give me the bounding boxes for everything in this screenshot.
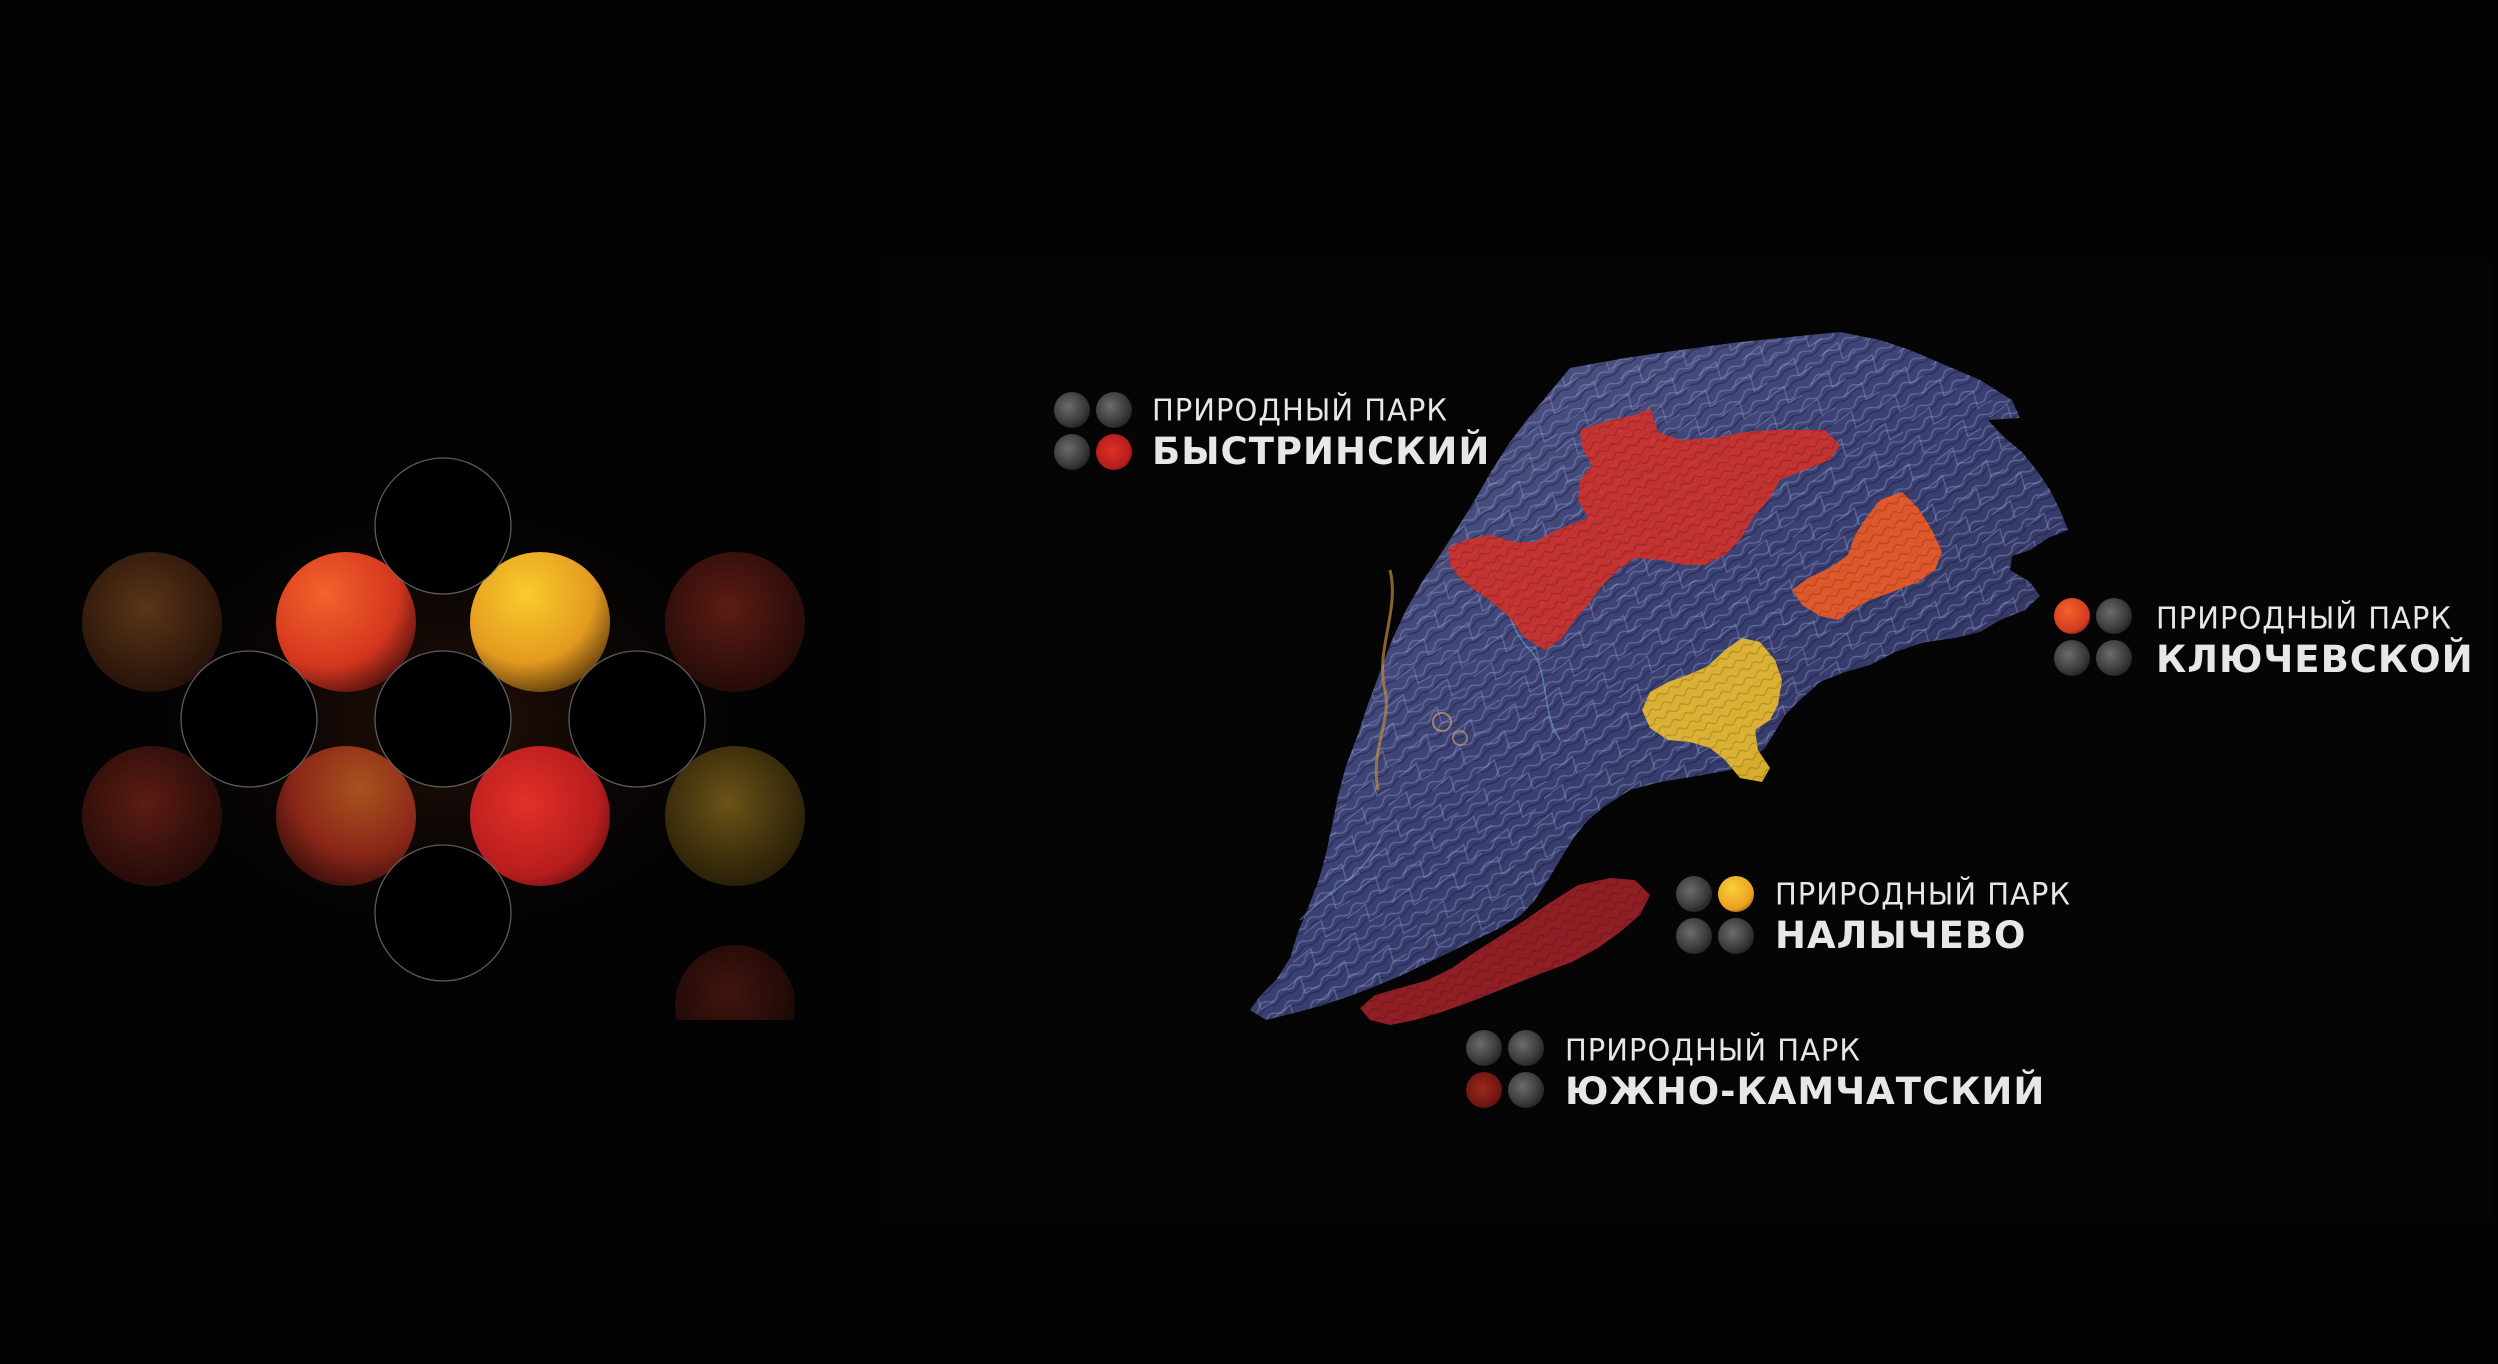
park-label-name: НАЛЫЧЕВО	[1775, 914, 2027, 957]
marker-dot	[1676, 918, 1712, 954]
park-label-nalychevo: ПРИРОДНЫЙ ПАРК НАЛЫЧЕВО	[1775, 876, 2071, 957]
park-label-line1: ПРИРОДНЫЙ ПАРК	[2156, 600, 2452, 636]
marker-dot	[1096, 392, 1132, 428]
pattern-circle-red	[470, 746, 610, 886]
park-label-name: БЫСТРИНСКИЙ	[1152, 430, 1491, 473]
pattern-circle-outline	[374, 844, 512, 982]
park-label-name: ЮЖНО-КАМЧАТСКИЙ	[1565, 1070, 2046, 1113]
pattern-circle	[82, 552, 222, 692]
park-marker-nalychevo	[1676, 876, 1756, 956]
pattern-circle-outline	[374, 457, 512, 595]
pattern-circle-outline	[180, 650, 318, 788]
marker-dot-color	[1466, 1072, 1502, 1108]
pattern-circle	[665, 552, 805, 692]
pattern-circle	[665, 746, 805, 886]
park-label-line1: ПРИРОДНЫЙ ПАРК	[1565, 1032, 1861, 1068]
park-label-line1: ПРИРОДНЫЙ ПАРК	[1152, 392, 1448, 428]
marker-dot	[1508, 1030, 1544, 1066]
marker-dot-color	[2054, 598, 2090, 634]
park-label-bystrinsky: ПРИРОДНЫЙ ПАРК БЫСТРИНСКИЙ	[1152, 392, 1491, 473]
pattern-circle-outline	[568, 650, 706, 788]
circle-pattern-graphic	[80, 450, 820, 1020]
pattern-circle-mixed	[276, 746, 416, 886]
marker-dot	[2096, 598, 2132, 634]
pattern-circle-orange	[276, 552, 416, 692]
pattern-circle-yellow	[470, 552, 610, 692]
park-label-line1: ПРИРОДНЫЙ ПАРК	[1775, 876, 2071, 912]
park-label-south-kamchatka: ПРИРОДНЫЙ ПАРК ЮЖНО-КАМЧАТСКИЙ	[1565, 1032, 2046, 1113]
pattern-circle	[675, 945, 795, 1020]
marker-dot	[1466, 1030, 1502, 1066]
marker-dot	[1676, 876, 1712, 912]
park-marker-south-kamchatka	[1466, 1030, 1546, 1110]
park-label-klyuchevskoy: ПРИРОДНЫЙ ПАРК КЛЮЧЕВСКОЙ	[2156, 600, 2474, 681]
park-label-name: КЛЮЧЕВСКОЙ	[2156, 638, 2474, 681]
marker-dot-color	[1096, 434, 1132, 470]
park-marker-bystrinsky	[1054, 392, 1134, 472]
river-line	[1299, 839, 1381, 921]
marker-dot	[1508, 1072, 1544, 1108]
marker-dot	[1054, 434, 1090, 470]
marker-dot	[1054, 392, 1090, 428]
kamchatka-map	[1250, 332, 2068, 1025]
river-line	[1374, 569, 1394, 791]
marker-dot-color	[1718, 876, 1754, 912]
marker-dot	[1718, 918, 1754, 954]
marker-dot	[2054, 640, 2090, 676]
marker-dot	[2096, 640, 2132, 676]
pattern-circle-outline	[374, 650, 512, 788]
pattern-circle	[82, 746, 222, 886]
park-marker-klyuchevskoy	[2054, 598, 2134, 678]
